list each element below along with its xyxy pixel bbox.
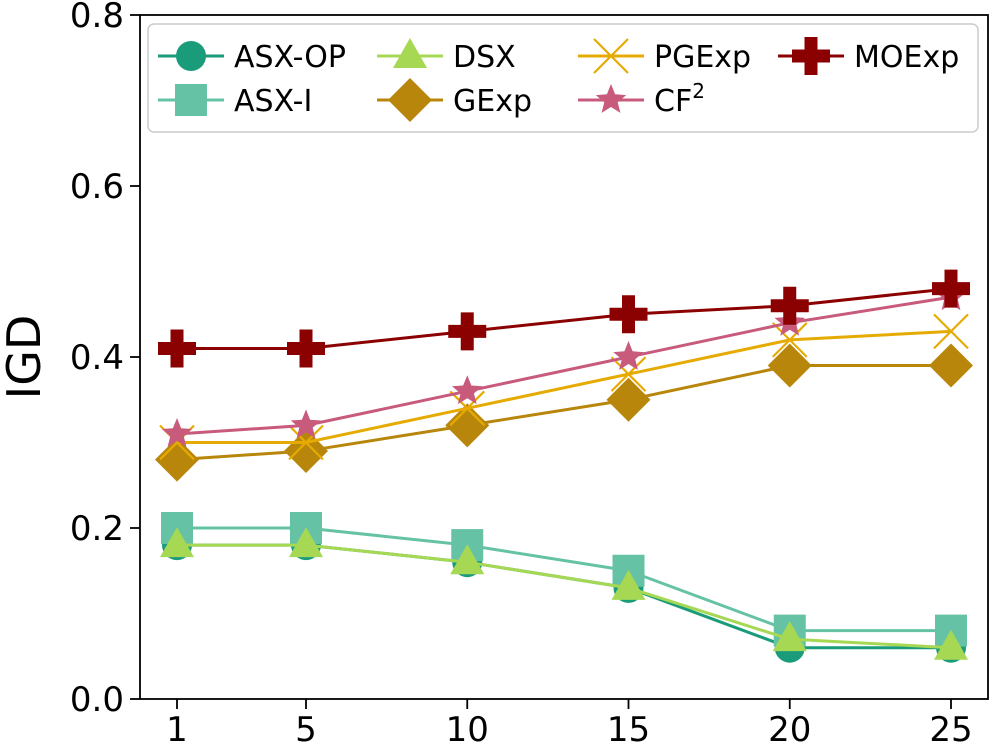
data-point-gexp [929,343,973,388]
data-point-gexp [284,429,328,474]
data-point-gexp [606,377,651,422]
data-point-cf [161,418,193,447]
data-point-pgexp [449,390,486,427]
legend-marker-dsx [393,38,427,68]
legend-item-dsx: DSX [377,38,516,75]
series-pgexp [159,313,969,461]
legend-label-text: DSX [453,40,516,75]
legend-marker-pgexp [593,38,629,74]
x-tick-label: 10 [446,710,489,747]
legend-item-moexp: MOExp [778,37,959,75]
data-point-cf [452,375,483,405]
legend-item-pgexp: PGExp [578,38,751,75]
data-point-moexp [448,312,487,351]
legend-box [147,23,979,133]
y-tick-label: 0.4 [70,338,124,378]
data-point-dsx [934,629,968,660]
legend-marker-asx-i [175,84,207,116]
legend-marker-gexp [388,78,432,122]
x-tick-label: 1 [166,710,188,747]
legend-marker-asx-op [176,41,206,71]
legend-label: MOExp [854,40,959,75]
y-axis: 0.0 0.2 0.4 0.6 0.8 [70,0,140,720]
y-tick-label: 0.2 [70,509,124,549]
x-tick-label: 20 [768,710,811,747]
series-line-asx-i [177,526,951,633]
data-point-moexp [932,269,970,308]
data-point-moexp [609,295,648,334]
legend-label-text: MOExp [854,40,959,75]
y-tick-label: 0.6 [70,167,124,207]
data-point-pgexp [288,424,324,461]
series-line-cf [176,295,952,436]
series-line-gexp [176,364,951,462]
data-point-cf [290,409,322,439]
y-tick-label: 0.0 [70,680,124,720]
legend-label: DSX [453,40,516,75]
series-line-dsx [177,543,952,650]
data-point-pgexp [771,322,808,358]
legend-item-cf: CF2 [578,79,705,119]
legend-label: GExp [453,84,532,119]
series-line-moexp [177,287,952,350]
legend-label-text: ASX-I [234,84,312,119]
data-point-pgexp [933,313,969,350]
legend-label: ASX-OP [234,40,346,75]
data-point-dsx [611,569,646,600]
x-tick-label: 25 [929,710,972,747]
data-point-gexp [445,403,490,448]
legend-label-text: CF [654,84,692,119]
data-point-moexp [770,286,809,325]
series-dsx [160,527,968,660]
data-point-gexp [767,343,812,388]
data-point-pgexp [610,356,647,392]
legend-label-text: PGExp [654,40,751,75]
y-axis-title: IGD [0,315,51,400]
x-axis: 1 5 10 15 20 25 [166,699,973,747]
legend-item-asx-op: ASX-OP [158,40,346,75]
legend-label-text: ASX-OP [234,40,346,75]
legend-marker-moexp [792,37,830,75]
legend-label-text: GExp [453,84,532,119]
series-line-pgexp [177,329,952,444]
legend-marker-cf [595,84,627,113]
legend-item-gexp: GExp [377,78,532,122]
legend-label: CF2 [654,79,705,119]
data-point-dsx [289,527,323,558]
legend-label-superscript: 2 [692,79,705,103]
series-moexp [158,269,970,368]
data-point-dsx [160,527,194,558]
legend-label: ASX-I [234,84,312,119]
data-point-dsx [772,621,807,652]
series-gexp [155,343,973,482]
x-tick-label: 5 [295,710,317,747]
data-point-moexp [287,329,325,368]
series-asx-i [161,512,967,647]
x-tick-label: 15 [607,710,650,747]
legend: ASX-OP ASX-I DSX GExp PGExp CF2 MOExp [147,23,979,133]
data-point-gexp [155,437,199,482]
legend-item-asx-i: ASX-I [158,84,312,119]
legend-label: PGExp [654,40,751,75]
y-tick-label: 0.8 [70,0,124,36]
data-point-dsx [450,544,485,575]
data-point-cf [613,341,644,370]
plot-series [155,269,973,663]
data-point-moexp [158,329,196,368]
